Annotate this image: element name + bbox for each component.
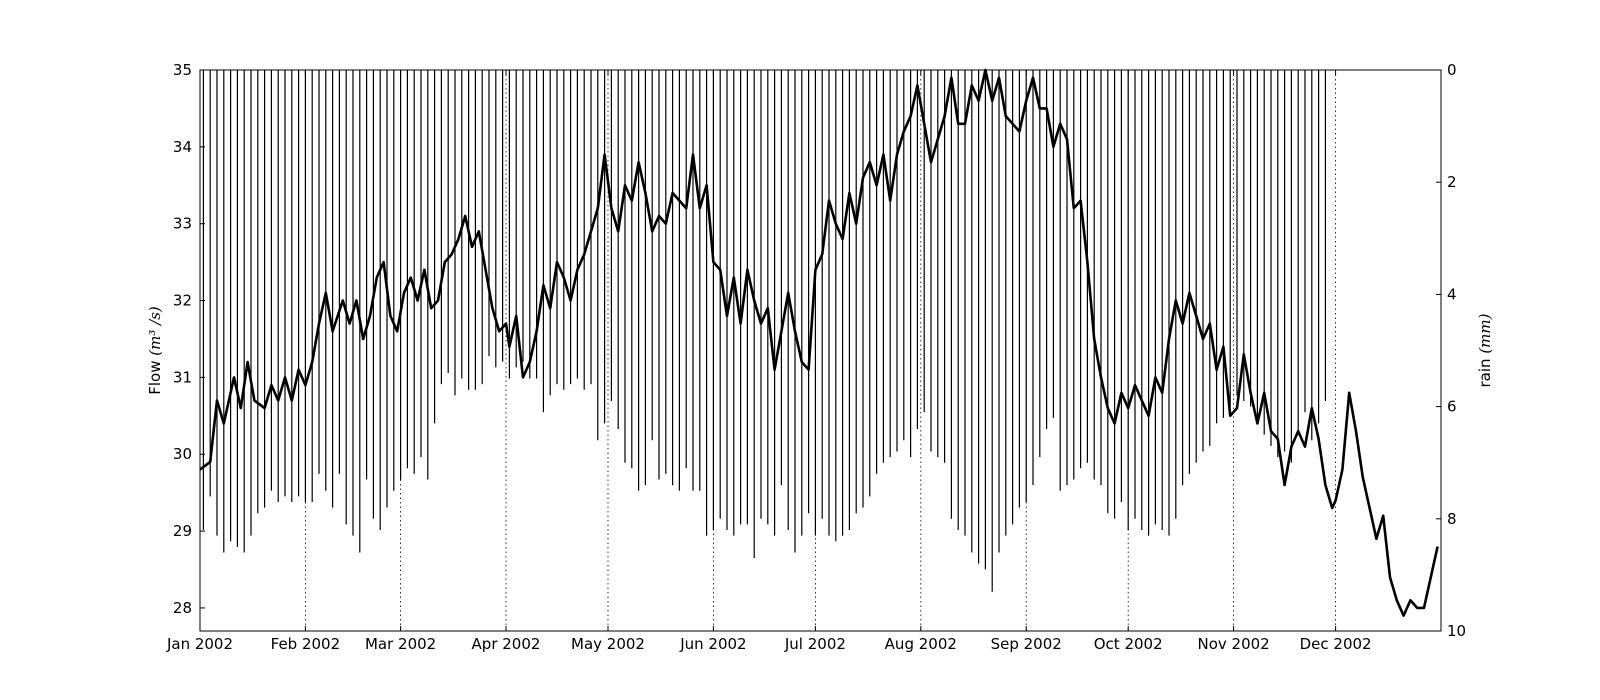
x-tick-label: Jun 2002 xyxy=(679,635,746,653)
left-tick-label: 33 xyxy=(173,215,192,233)
left-tick-label: 32 xyxy=(173,292,192,310)
month-grid xyxy=(304,70,1336,631)
x-tick-label: Nov 2002 xyxy=(1197,635,1269,653)
left-y-axis: 28 29 30 31 32 33 34 35 xyxy=(173,61,205,617)
x-tick-label: Aug 2002 xyxy=(885,635,957,653)
left-tick-label: 28 xyxy=(173,599,192,617)
left-tick-label: 34 xyxy=(173,138,192,156)
x-tick-label: Mar 2002 xyxy=(365,635,436,653)
x-tick-label: Dec 2002 xyxy=(1300,635,1372,653)
x-axis: Jan 2002 Feb 2002 Mar 2002 Apr 2002 May 2002… xyxy=(166,70,1372,653)
flow-line xyxy=(199,68,1439,617)
left-axis-title: Flow (m³ /s) xyxy=(146,306,164,395)
left-tick-label: 29 xyxy=(173,522,192,540)
plot-border xyxy=(199,69,1442,632)
left-axis-title-unit: (m³ /s) xyxy=(146,306,164,356)
right-tick-label: 8 xyxy=(1447,510,1457,528)
right-tick-label: 0 xyxy=(1447,61,1457,79)
x-tick-label: Jul 2002 xyxy=(784,635,846,653)
x-tick-label: Sep 2002 xyxy=(991,635,1062,653)
x-tick-label: Feb 2002 xyxy=(271,635,341,653)
flow-series xyxy=(199,68,1439,617)
right-tick-label: 10 xyxy=(1447,622,1466,640)
right-axis-title-text: rain xyxy=(1476,354,1494,388)
axis-titles: Flow (m³ /s) rain (mm) xyxy=(146,306,1494,395)
x-tick-label: Oct 2002 xyxy=(1094,635,1163,653)
right-tick-label: 6 xyxy=(1447,398,1457,416)
rain-bars xyxy=(202,70,1327,592)
right-axis-title-unit: (mm) xyxy=(1476,313,1494,353)
right-axis-title: rain (mm) xyxy=(1476,313,1494,387)
x-tick-label: Apr 2002 xyxy=(472,635,541,653)
x-tick-label: Jan 2002 xyxy=(166,635,233,653)
right-y-axis: 0 2 4 6 8 10 xyxy=(1436,61,1466,640)
left-axis-title-text: Flow xyxy=(146,356,164,395)
left-tick-label: 31 xyxy=(173,368,192,386)
x-tick-label: May 2002 xyxy=(571,635,645,653)
right-tick-label: 4 xyxy=(1447,285,1457,303)
left-tick-label: 30 xyxy=(173,445,192,463)
right-tick-label: 2 xyxy=(1447,173,1457,191)
plot-frame xyxy=(199,69,1442,632)
left-tick-label: 35 xyxy=(173,61,192,79)
